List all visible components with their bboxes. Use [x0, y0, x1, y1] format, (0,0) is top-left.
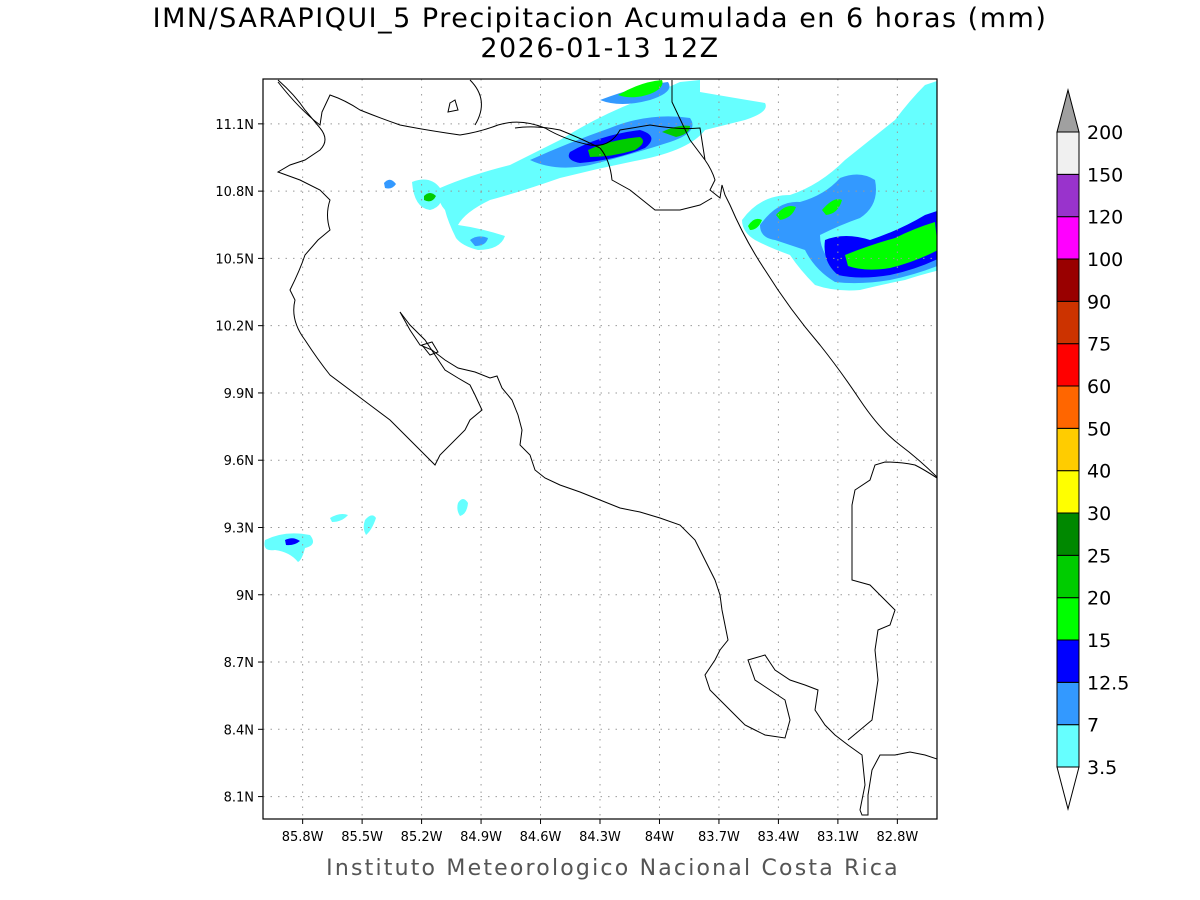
lon-tick-label: 85.2W: [401, 830, 443, 845]
nicoya-gulf-north: [399, 311, 937, 816]
precip-spot-1: [618, 80, 663, 98]
colorbar-label: 3.5: [1087, 757, 1117, 779]
lon-tick-label: 83.1W: [817, 830, 859, 845]
lat-tick-label: 9N: [236, 589, 254, 604]
colorbar-legend: 3.5 7 12.5 15 20 25 30 40 50 60 75 90 100 120 150 200: [1056, 88, 1129, 811]
precip-spot-4: [424, 193, 436, 202]
colorbar-label: 200: [1087, 122, 1123, 144]
border-nicaragua: [276, 127, 483, 466]
lon-tick-label: 84W: [645, 830, 675, 845]
lon-tick-label: 84.6W: [520, 830, 562, 845]
panama-border: [847, 461, 937, 741]
colorbar-swatch: [1056, 300, 1080, 345]
colorbar-label: 12.5: [1087, 672, 1129, 694]
colorbar-label: 100: [1087, 249, 1123, 271]
colorbar-label: 60: [1087, 376, 1111, 398]
colorbar-swatch: [1056, 597, 1080, 641]
precip-band-north: [438, 80, 766, 250]
colorbar-swatch: [1056, 131, 1080, 175]
colorbar-label: 75: [1087, 334, 1111, 356]
lon-tick-label: 82.8W: [876, 830, 918, 845]
island-small: [447, 99, 459, 113]
colorbar-label: 120: [1087, 207, 1123, 229]
colorbar-swatch: [1056, 470, 1080, 514]
lat-tick-label: 10.5N: [215, 252, 254, 267]
precip-spot-5: [384, 179, 396, 189]
lon-tick-label: 85.8W: [282, 830, 324, 845]
latitude-axis: 11.1N 10.8N 10.5N 10.2N 9.9N 9.6N 9.3N 9N 8.7N 8.…: [215, 118, 263, 806]
colorbar-label: 150: [1087, 164, 1123, 186]
lon-tick-label: 84.3W: [579, 830, 621, 845]
colorbar-label: 40: [1087, 461, 1111, 483]
colorbar-swatch: [1056, 173, 1080, 218]
colorbar-label: 25: [1087, 545, 1111, 567]
colorbar-label: 20: [1087, 588, 1111, 610]
precip-spot-7: [822, 199, 842, 215]
colorbar-swatch: [1056, 724, 1080, 768]
colorbar-swatch: [1056, 385, 1080, 429]
lat-tick-label: 8.7N: [224, 656, 254, 671]
precip-cell-small-1: [457, 499, 468, 516]
map-title: IMN/SARAPIQUI_5 Precipitacion Acumulada …: [152, 3, 1048, 34]
precip-band-east-2: [760, 174, 937, 284]
lake-nicaragua-shore: [277, 81, 706, 161]
lat-tick-label: 10.8N: [215, 185, 254, 200]
lat-tick-label: 8.1N: [224, 791, 254, 806]
lat-tick-label: 9.3N: [224, 521, 254, 536]
precip-max-east: [845, 222, 937, 270]
colorbar-swatch: [1056, 258, 1080, 302]
lat-tick-label: 9.6N: [224, 454, 254, 469]
precip-cell-small-2: [363, 515, 376, 535]
map-subtitle-datetime: 2026-01-13 12Z: [480, 33, 720, 64]
lat-tick-label: 11.1N: [215, 118, 254, 133]
precip-max-north: [588, 137, 644, 157]
lake-north-shore: [469, 79, 482, 126]
institution-credit: Instituto Meteorologico Nacional Costa R…: [326, 856, 900, 881]
lat-tick-label: 8.4N: [224, 723, 254, 738]
lat-tick-label: 9.9N: [224, 387, 254, 402]
colorbar-swatch: [1056, 681, 1080, 726]
lon-tick-label: 85.5W: [341, 830, 383, 845]
caribbean-coast: [704, 159, 937, 478]
colorbar-swatch: [1056, 639, 1080, 683]
lat-tick-label: 10.2N: [215, 320, 254, 335]
colorbar-under-arrow: [1056, 766, 1080, 811]
colorbar-label: 7: [1087, 715, 1099, 737]
colorbar-over-arrow: [1056, 88, 1080, 133]
precip-spot-8: [748, 218, 762, 230]
colorbar-label: 50: [1087, 418, 1111, 440]
colorbar-swatch: [1056, 343, 1080, 387]
nicoya-peninsula-inner: [421, 341, 439, 356]
precip-spot-6: [776, 206, 796, 220]
lon-tick-label: 83.4W: [758, 830, 800, 845]
precip-cell-southwest: [264, 533, 314, 562]
northeast-lake: [671, 80, 706, 161]
lon-tick-label: 83.7W: [698, 830, 740, 845]
precip-spot-3: [470, 236, 488, 246]
colorbar-label: 30: [1087, 503, 1111, 525]
longitude-axis: 85.8W 85.5W 85.2W 84.9W 84.6W 84.3W 84W 83.7W 83…: [282, 819, 918, 845]
san-juan-river: [514, 126, 713, 211]
colorbar-swatch: [1056, 512, 1080, 556]
precipitation-field: [264, 80, 937, 562]
precip-cell-small-3: [330, 514, 348, 522]
coastlines: [276, 79, 937, 816]
colorbar-label: 90: [1087, 291, 1111, 313]
lon-tick-label: 84.9W: [460, 830, 502, 845]
colorbar-swatch: [1056, 554, 1080, 599]
colorbar-swatch: [1056, 427, 1080, 472]
precip-cell-southwest-core: [285, 538, 300, 546]
colorbar-swatch: [1056, 216, 1080, 260]
colorbar-label: 15: [1087, 630, 1111, 652]
lake-nicaragua-south: [277, 79, 321, 129]
